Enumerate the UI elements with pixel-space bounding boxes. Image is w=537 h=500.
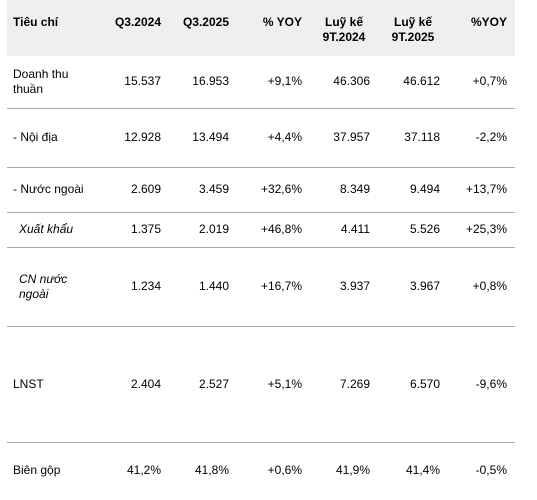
cell-ytd-2024: 46.306 [333, 74, 370, 89]
header-criteria: Tiêu chí [13, 15, 59, 29]
cell-ytd-2024: 8.349 [339, 182, 370, 196]
header-ytd-yoy: %YOY [470, 15, 507, 29]
cell-ytd-2024: 3.937 [339, 279, 370, 293]
cell-ytd-2024: 7.269 [339, 376, 370, 391]
cell-q3-2024: 15.537 [124, 74, 161, 89]
financial-table: Tiêu chí Q3.2024 Q3.2025 % YOY Luỹ kế 9T.… [7, 0, 515, 498]
cell-ytd-yoy: +13,7% [465, 182, 507, 196]
cell-ytd-yoy: +0,7% [472, 74, 507, 89]
row-label: - Nước ngoài [13, 182, 84, 196]
cell-q3-2025: 3.459 [198, 182, 229, 196]
cell-q3-2024: 2.404 [130, 376, 161, 391]
cell-yoy: +4,4% [267, 130, 302, 144]
cell-q3-2025: 2.019 [198, 222, 229, 236]
cell-ytd-yoy: -9,6% [475, 376, 507, 391]
cell-ytd-yoy: -2,2% [475, 130, 507, 144]
cell-q3-2025: 13.494 [192, 130, 229, 144]
table-row: CN nước ngoài 1.234 1.440 +16,7% 3.937 3.… [7, 247, 515, 326]
header-yoy: % YOY [262, 15, 302, 29]
cell-q3-2024: 1.375 [130, 222, 161, 236]
cell-q3-2024: 41,2% [126, 462, 161, 477]
table-row: LNST 2.404 2.527 +5,1% 7.269 6.570 -9,6% [7, 326, 515, 442]
row-label: Biên gộp [13, 462, 61, 477]
header-q3-2025: Q3.2025 [182, 15, 229, 29]
cell-ytd-2024: 4.411 [340, 222, 370, 236]
table-row: Doanh thu thuần 15.537 16.953 +9,1% 46.30… [7, 56, 515, 108]
cell-q3-2024: 1.234 [130, 279, 161, 293]
cell-ytd-yoy: -0,5% [475, 462, 507, 477]
row-label: CN nước ngoài [19, 271, 68, 301]
cell-ytd-2025: 3.967 [409, 279, 440, 293]
cell-q3-2025: 16.953 [192, 74, 229, 89]
table-row: - Nội địa 12.928 13.494 +4,4% 37.957 37.… [7, 108, 515, 167]
cell-ytd-2025: 46.612 [403, 74, 440, 89]
header-row: Tiêu chí Q3.2024 Q3.2025 % YOY Luỹ kế 9T.… [7, 0, 515, 56]
cell-q3-2025: 41,8% [194, 462, 229, 477]
cell-q3-2025: 1.440 [198, 279, 229, 293]
cell-yoy: +16,7% [260, 279, 302, 293]
cell-yoy: +5,1% [267, 376, 302, 391]
table-row: - Nước ngoài 2.609 3.459 +32,6% 8.349 9.… [7, 167, 515, 212]
cell-ytd-yoy: +0,8% [472, 279, 507, 293]
row-label: Xuất khẩu [19, 222, 74, 236]
cell-q3-2024: 2.609 [130, 182, 161, 196]
row-label: - Nội địa [13, 130, 58, 144]
cell-ytd-2024: 41,9% [335, 462, 370, 477]
cell-ytd-yoy: +25,3% [465, 222, 507, 236]
header-ytd-9t-2025: Luỹ kế 9T.2025 [391, 15, 435, 44]
cell-ytd-2025: 9.494 [409, 182, 440, 196]
row-label: LNST [13, 376, 44, 391]
cell-q3-2024: 12.928 [124, 130, 161, 144]
row-label: Doanh thu thuần [13, 66, 69, 96]
cell-yoy: +46,8% [260, 222, 302, 236]
cell-yoy: +0,6% [267, 462, 302, 477]
table-row: Xuất khẩu 1.375 2.019 +46,8% 4.411 5.526… [7, 212, 515, 247]
cell-ytd-2025: 37.118 [404, 130, 440, 144]
cell-ytd-2025: 5.526 [409, 222, 440, 236]
cell-ytd-2025: 6.570 [409, 376, 440, 391]
cell-q3-2025: 2.527 [198, 376, 229, 391]
cell-yoy: +32,6% [260, 182, 302, 196]
table-row: Biên gộp 41,2% 41,8% +0,6% 41,9% 41,4% -… [7, 442, 515, 498]
cell-yoy: +9,1% [267, 74, 302, 89]
cell-ytd-2024: 37.957 [333, 130, 370, 144]
header-q3-2024: Q3.2024 [114, 15, 161, 29]
cell-ytd-2025: 41,4% [405, 462, 440, 477]
header-ytd-9t-2024: Luỹ kế 9T.2024 [322, 15, 366, 44]
